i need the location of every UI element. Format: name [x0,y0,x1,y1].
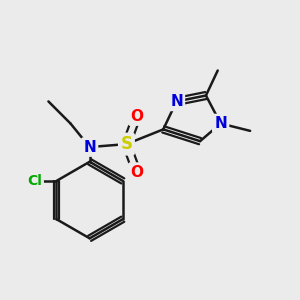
Text: S: S [120,135,132,153]
Text: N: N [170,94,183,109]
Text: N: N [214,116,227,131]
Text: O: O [130,109,143,124]
Text: Cl: Cl [27,174,42,188]
Text: N: N [83,140,96,154]
Text: O: O [130,165,143,180]
